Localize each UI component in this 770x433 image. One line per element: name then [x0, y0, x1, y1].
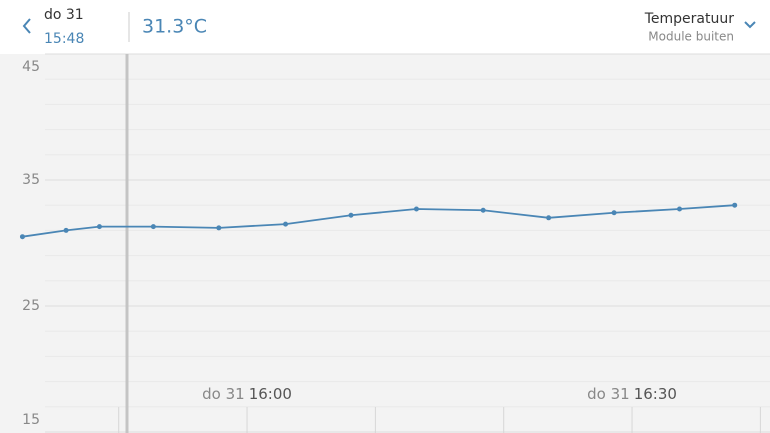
header-reading: 31.3°C: [142, 16, 207, 38]
data-point: [546, 215, 552, 221]
data-point: [677, 206, 683, 212]
dropdown-chevron[interactable]: [744, 21, 756, 29]
y-tick-label: 15: [22, 412, 40, 428]
y-tick-label: 25: [22, 298, 40, 314]
data-point: [150, 224, 156, 230]
header-bar: [0, 0, 770, 54]
data-point: [480, 207, 486, 213]
data-point: [96, 224, 102, 230]
metric-selector[interactable]: Temperatuur: [644, 11, 734, 27]
y-tick-label: 35: [22, 172, 40, 188]
plot-area: [0, 54, 770, 433]
x-tick-time: 16:30: [634, 385, 677, 403]
module-name: Module buiten: [648, 30, 734, 44]
data-point: [19, 234, 25, 240]
header-date: do 31: [44, 7, 84, 23]
data-point: [216, 225, 222, 231]
data-point: [611, 210, 617, 216]
x-tick-day: do 31: [202, 385, 245, 403]
back-button[interactable]: [22, 18, 31, 34]
x-tick-label: do 31 16:30: [587, 385, 677, 403]
header-time: 15:48: [44, 31, 84, 47]
y-tick-label: 45: [22, 59, 40, 75]
data-point: [283, 221, 289, 227]
data-point: [348, 212, 354, 218]
x-tick-day: do 31: [587, 385, 630, 403]
series: [19, 202, 738, 240]
data-point: [413, 206, 419, 212]
x-tick-label: do 31 16:00: [202, 385, 292, 403]
data-point: [732, 202, 738, 208]
x-tick-time: 16:00: [249, 385, 292, 403]
data-point: [63, 227, 69, 233]
